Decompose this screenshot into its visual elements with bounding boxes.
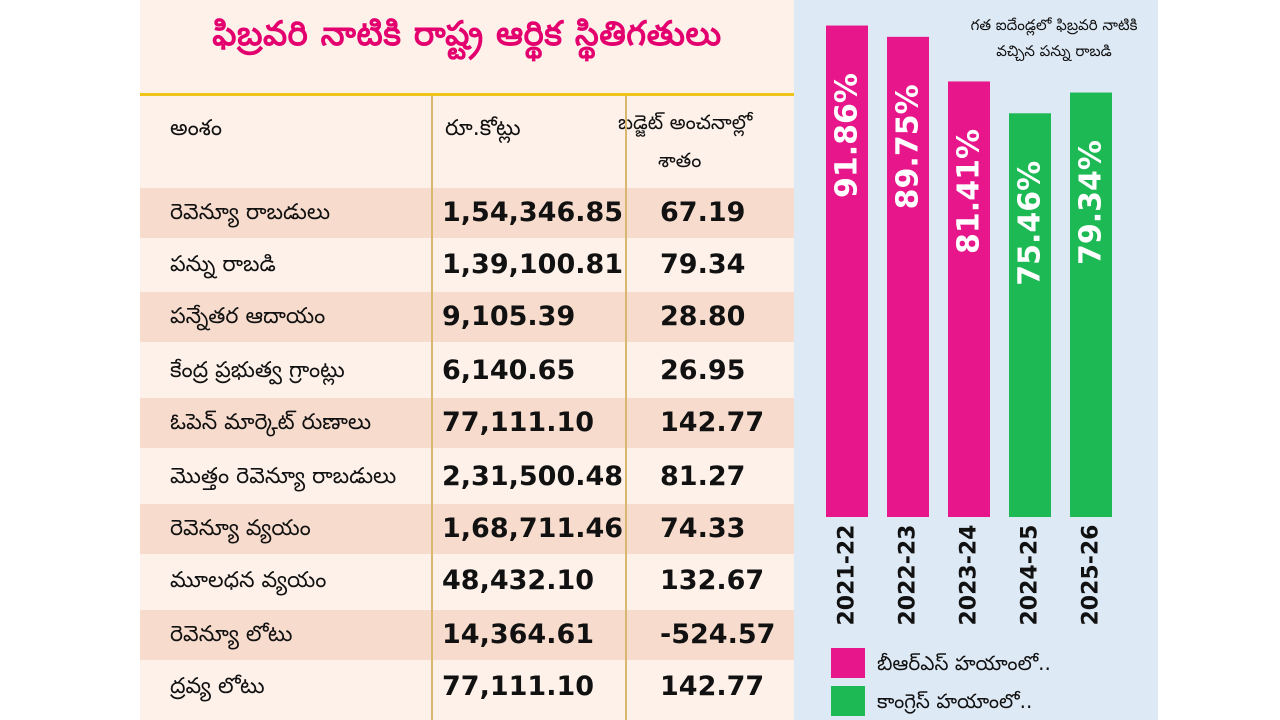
row-percent: 67.19 bbox=[660, 197, 746, 228]
table-row: మూలధన వ్యయం 48,432.10 132.67 bbox=[140, 556, 794, 606]
table-row: మొత్తం రెవెన్యూ రాబడులు 2,31,500.48 81.2… bbox=[140, 452, 794, 502]
bar-value-label: 81.41% bbox=[952, 129, 987, 254]
row-percent: 132.67 bbox=[660, 565, 765, 596]
table-row: పన్నేతర ఆదాయం 9,105.39 28.80 bbox=[140, 292, 794, 342]
column-divider bbox=[431, 96, 433, 720]
bar-2024-25 bbox=[1009, 113, 1051, 517]
bar-value-label: 79.34% bbox=[1074, 140, 1109, 265]
row-percent: 26.95 bbox=[660, 355, 746, 386]
bar-2023-24 bbox=[948, 81, 990, 518]
row-item: ద్రవ్య లోటు bbox=[170, 674, 265, 699]
bar-chart: 91.86% 2021-22 89.75% 2022-23 81.41% 2023-24 7… bbox=[826, 25, 1112, 626]
table-row: రెవెన్యూ లోటు 14,364.61 -524.57 bbox=[140, 610, 794, 660]
row-percent: 142.77 bbox=[660, 407, 765, 438]
category-label: 2021-22 bbox=[835, 525, 860, 626]
row-item: పన్ను రాబడి bbox=[170, 252, 276, 277]
row-percent: 79.34 bbox=[660, 249, 746, 280]
page-title: ఫిబ్రవరి నాటికి రాష్ట్ర ఆర్థిక స్థితిగతు… bbox=[212, 14, 722, 54]
legend-swatch-congress bbox=[831, 686, 865, 716]
legend-swatch-brs bbox=[831, 648, 865, 678]
row-percent: 81.27 bbox=[660, 461, 746, 492]
row-item: రెవెన్యూ రాబడులు bbox=[170, 200, 331, 225]
legend-label-congress: కాంగ్రెస్ హయాంలో.. bbox=[877, 689, 1033, 713]
bar-value-label: 89.75% bbox=[891, 84, 926, 209]
row-amount: 6,140.65 bbox=[442, 355, 576, 386]
category-label: 2022-23 bbox=[896, 525, 921, 626]
row-item: మూలధన వ్యయం bbox=[170, 568, 327, 593]
header-budget: బడ్జెట్ అంచనాల్లో bbox=[618, 110, 753, 134]
table-row: ద్రవ్య లోటు 77,111.10 142.77 bbox=[140, 662, 794, 712]
title-divider bbox=[140, 93, 794, 96]
table-row: ఓపెన్ మార్కెట్ రుణాలు 77,111.10 142.77 bbox=[140, 398, 794, 448]
row-amount: 14,364.61 bbox=[442, 619, 595, 650]
row-amount: 9,105.39 bbox=[442, 301, 576, 332]
row-amount: 77,111.10 bbox=[442, 407, 595, 438]
category-label: 2024-25 bbox=[1018, 525, 1043, 626]
legend-congress: కాంగ్రెస్ హయాంలో.. bbox=[831, 686, 1151, 716]
bar-2021-22 bbox=[826, 25, 868, 517]
bar-value-label: 91.86% bbox=[830, 73, 865, 198]
row-item: ఓపెన్ మార్కెట్ రుణాలు bbox=[170, 410, 372, 435]
header-item: అంశం bbox=[170, 116, 223, 141]
header-amount: రూ.కోట్లు bbox=[445, 116, 521, 141]
bar-2022-23 bbox=[887, 36, 929, 518]
row-amount: 2,31,500.48 bbox=[442, 461, 624, 492]
chart-title: గత ఐదేండ్లలో ఫిబ్రవరి నాటికి వచ్చిన పన్న… bbox=[970, 16, 1138, 60]
row-percent: -524.57 bbox=[660, 619, 776, 650]
row-amount: 48,432.10 bbox=[442, 565, 595, 596]
row-percent: 74.33 bbox=[660, 513, 746, 544]
tax-revenue-chart-panel: 91.86% 2021-22 89.75% 2022-23 81.41% 2023-24 7… bbox=[794, 0, 1158, 720]
row-item: పన్నేతర ఆదాయం bbox=[170, 304, 326, 329]
bar-2025-26 bbox=[1070, 92, 1112, 517]
row-amount: 1,68,711.46 bbox=[442, 513, 624, 544]
bar-value-label: 75.46% bbox=[1013, 161, 1048, 286]
row-percent: 142.77 bbox=[660, 671, 765, 702]
table-row: కేంద్ర ప్రభుత్వ గ్రాంట్లు 6,140.65 26.95 bbox=[140, 346, 794, 396]
row-item: మొత్తం రెవెన్యూ రాబడులు bbox=[170, 464, 397, 489]
row-item: రెవెన్యూ లోటు bbox=[170, 622, 293, 647]
row-item: రెవెన్యూ వ్యయం bbox=[170, 516, 311, 541]
category-label: 2023-24 bbox=[957, 525, 982, 626]
legend-label-brs: బీఆర్ఎస్ హయాంలో.. bbox=[877, 651, 1051, 675]
legend-brs: బీఆర్ఎస్ హయాంలో.. bbox=[831, 648, 1151, 678]
category-label: 2025-26 bbox=[1079, 525, 1104, 626]
header-percent: శాతం bbox=[658, 148, 702, 172]
row-item: కేంద్ర ప్రభుత్వ గ్రాంట్లు bbox=[170, 358, 345, 383]
column-divider bbox=[625, 96, 627, 720]
row-percent: 28.80 bbox=[660, 301, 746, 332]
row-amount: 1,54,346.85 bbox=[442, 197, 624, 228]
table-row: పన్ను రాబడి 1,39,100.81 79.34 bbox=[140, 240, 794, 290]
table-row: రెవెన్యూ వ్యయం 1,68,711.46 74.33 bbox=[140, 504, 794, 554]
row-amount: 77,111.10 bbox=[442, 671, 595, 702]
row-amount: 1,39,100.81 bbox=[442, 249, 624, 280]
finance-table-panel: ఫిబ్రవరి నాటికి రాష్ట్ర ఆర్థిక స్థితిగతు… bbox=[140, 0, 794, 720]
table-row: రెవెన్యూ రాబడులు 1,54,346.85 67.19 bbox=[140, 188, 794, 238]
